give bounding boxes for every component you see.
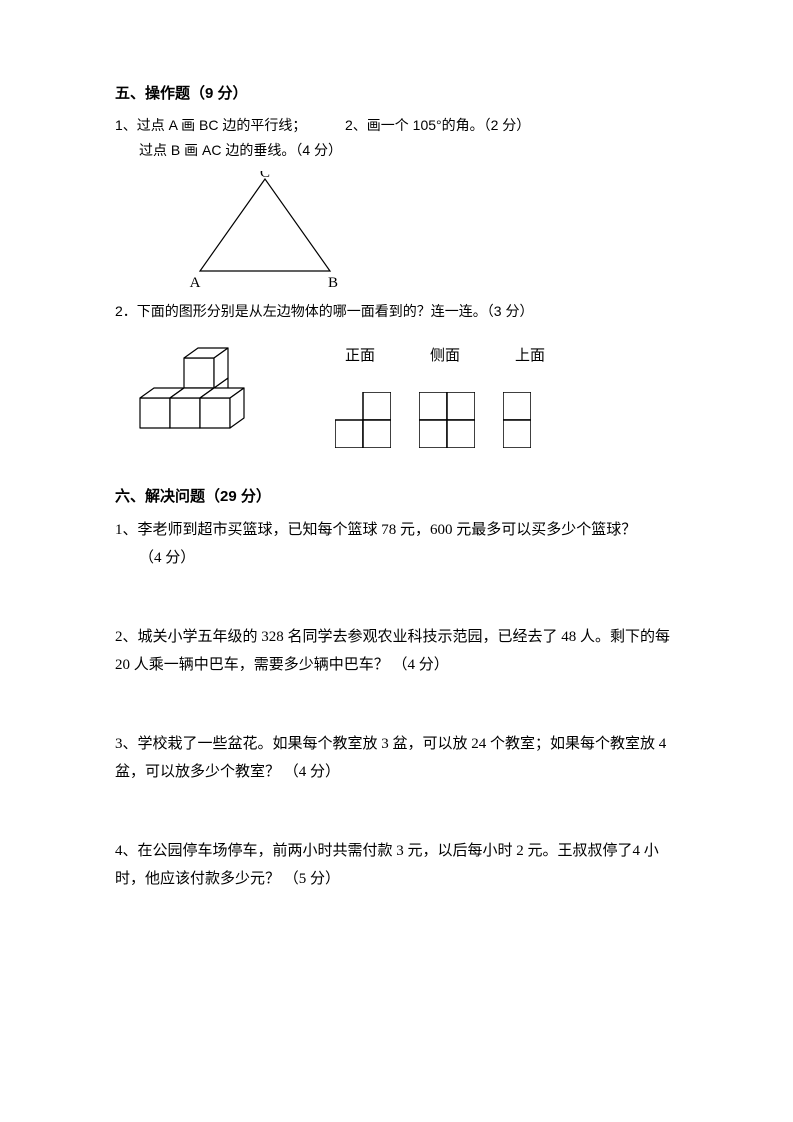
problem-3: 3、学校栽了一些盆花。如果每个教室放 3 盆，可以放 24 个教室；如果每个教室… [115, 730, 678, 787]
problem-1: 1、李老师到超市买篮球，已知每个篮球 78 元，600 元最多可以买多少个篮球？… [115, 516, 678, 573]
q1-right-text: 2、画一个 105°的角。（2 分） [345, 113, 530, 138]
p2-num: 2、 [115, 629, 138, 645]
shape3 [503, 392, 531, 448]
p1-points: （4 分） [139, 544, 678, 573]
p1-num: 1、 [115, 522, 138, 538]
problem-4: 4、在公园停车场停车，前两小时共需付款 3 元，以后每小时 2 元。王叔叔停了4… [115, 837, 678, 894]
p1-text: 李老师到超市买篮球，已知每个篮球 78 元，600 元最多可以买多少个篮球？ [138, 522, 637, 538]
views-right: 正面 侧面 上面 [335, 343, 678, 448]
triangle-label-c: C [260, 171, 270, 181]
views-row: 正面 侧面 上面 [125, 343, 678, 463]
p4-num: 4、 [115, 843, 138, 859]
q1-line1: 1、过点 A 画 BC 边的平行线； 2、画一个 105°的角。（2 分） [115, 113, 678, 138]
shape2 [419, 392, 475, 448]
p2-text: 城关小学五年级的 328 名同学去参观农业科技示范园，已经去了 48 人。剩下的… [115, 629, 670, 674]
triangle-label-a: A [190, 275, 201, 291]
cube-3d-figure [125, 343, 295, 463]
view-labels: 正面 侧面 上面 [345, 343, 678, 370]
p3-num: 3、 [115, 736, 138, 752]
q1-line2: 过点 B 画 AC 边的垂线。（4 分） [139, 138, 678, 163]
p4-text: 在公园停车场停车，前两小时共需付款 3 元，以后每小时 2 元。王叔叔停了4 小… [115, 843, 659, 888]
triangle-figure: C A B [175, 171, 355, 291]
section6-title: 六、解决问题（29 分） [115, 483, 678, 510]
label-front: 正面 [345, 343, 375, 370]
page: 五、操作题（9 分） 1、过点 A 画 BC 边的平行线； 2、画一个 105°… [0, 0, 793, 1122]
label-top: 上面 [515, 343, 545, 370]
shape1 [335, 392, 391, 448]
view-shapes [335, 392, 678, 448]
triangle-label-b: B [328, 275, 338, 291]
problem-2: 2、城关小学五年级的 328 名同学去参观农业科技示范园，已经去了 48 人。剩… [115, 623, 678, 680]
q2-text: 2．下面的图形分别是从左边物体的哪一面看到的？连一连。（3 分） [115, 299, 678, 324]
section6: 六、解决问题（29 分） 1、李老师到超市买篮球，已知每个篮球 78 元，600… [115, 483, 678, 894]
p3-text: 学校栽了一些盆花。如果每个教室放 3 盆，可以放 24 个教室；如果每个教室放 … [115, 736, 666, 781]
label-side: 侧面 [430, 343, 460, 370]
section5-title: 五、操作题（9 分） [115, 80, 678, 107]
q1-left-text: 1、过点 A 画 BC 边的平行线； [115, 113, 345, 138]
